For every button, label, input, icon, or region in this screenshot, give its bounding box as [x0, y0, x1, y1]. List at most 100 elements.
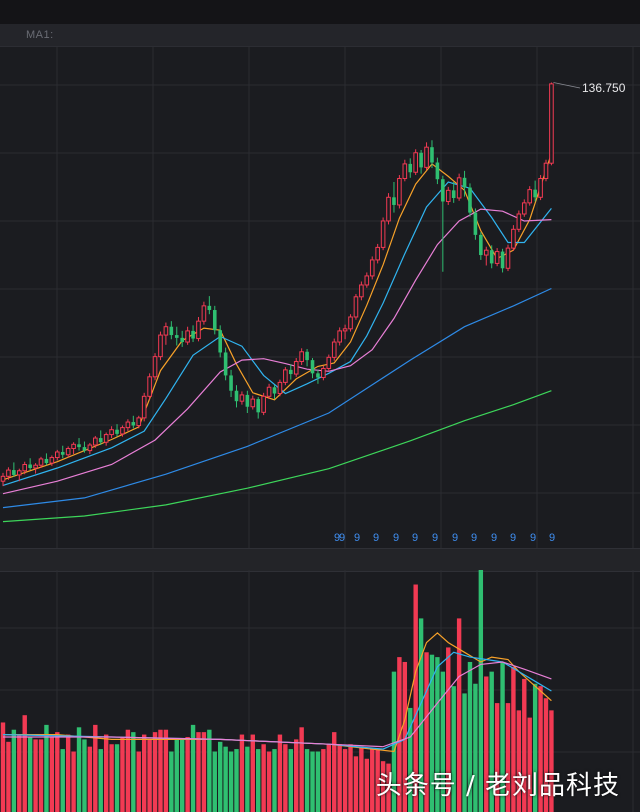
candle — [468, 183, 472, 216]
volume-bar — [50, 737, 54, 812]
candle-body-down — [479, 235, 483, 255]
candle — [408, 158, 412, 177]
volume-bar — [348, 744, 352, 812]
candle — [517, 211, 521, 233]
volume-bar — [218, 742, 222, 812]
candle-body-down — [115, 430, 119, 434]
candle-body-up — [517, 214, 521, 229]
candle-body-up — [300, 352, 304, 362]
candle-body-up — [354, 297, 358, 317]
candle-body-up — [398, 179, 402, 205]
price-grid — [0, 47, 640, 548]
volume-bar — [223, 747, 227, 812]
candle-body-up — [322, 368, 326, 377]
candle — [495, 248, 499, 266]
candle-body-up — [137, 418, 141, 426]
candle-body-up — [446, 190, 450, 201]
marker-label: 9 — [393, 532, 399, 544]
candle-body-down — [452, 190, 456, 198]
top-bar — [0, 0, 640, 24]
candle-body-down — [501, 252, 505, 269]
marker-row: 99 9 9 9 9 9 9 9 9 9 9 9 — [334, 532, 555, 544]
candle-body-up — [343, 329, 347, 331]
candle-body-down — [392, 197, 396, 205]
volume-bar — [185, 737, 189, 812]
candle-body-up — [121, 428, 125, 434]
candle-body-up — [414, 153, 418, 172]
last-price-label: 136.750 — [582, 81, 626, 95]
candle-body-up — [278, 382, 282, 393]
candle — [365, 272, 369, 287]
candle — [327, 355, 331, 372]
panel-separator — [0, 548, 640, 572]
candle — [1, 473, 5, 486]
candle — [126, 419, 130, 431]
volume-bar — [354, 756, 358, 812]
candle-body-down — [256, 399, 260, 412]
candle — [45, 453, 49, 465]
candle-body-up — [294, 362, 298, 375]
candle — [294, 358, 298, 377]
candle — [544, 160, 548, 182]
volume-bar — [153, 732, 157, 812]
candle — [289, 364, 293, 379]
candle-body-down — [83, 447, 87, 450]
candle — [132, 416, 136, 429]
candle-body-up — [522, 203, 526, 214]
price-chart[interactable]: 99 9 9 9 9 9 9 9 9 9 9 9 136.750 — [0, 47, 640, 548]
candle-body-down — [180, 338, 184, 342]
ma-header-bar: MA1: — [0, 24, 640, 47]
candle — [484, 247, 488, 266]
candle-body-down — [441, 179, 445, 201]
candle-body-down — [170, 327, 174, 335]
volume-bar — [164, 730, 168, 812]
volume-bar — [104, 735, 108, 812]
volume-bar — [66, 735, 70, 812]
candle-body-down — [218, 330, 222, 352]
candle — [436, 158, 440, 184]
candle-body-up — [262, 396, 266, 412]
volume-bar — [131, 732, 135, 812]
volume-bar — [23, 715, 27, 812]
volume-bar — [158, 730, 162, 812]
candle-body-down — [61, 452, 65, 455]
candle-body-up — [186, 331, 190, 342]
candle — [446, 187, 450, 205]
candle — [104, 432, 108, 445]
candle — [72, 442, 76, 454]
volume-bar — [229, 752, 233, 812]
candle — [186, 327, 190, 345]
volume-bar — [12, 730, 16, 812]
volume-bar — [267, 752, 271, 812]
volume-bar — [39, 739, 43, 812]
volume-bar — [126, 730, 130, 812]
candle — [148, 373, 152, 399]
candle — [278, 380, 282, 397]
volume-bar — [316, 752, 320, 812]
candle-body-up — [528, 190, 532, 203]
candle — [338, 327, 342, 345]
candle — [490, 245, 494, 268]
volume-bar — [55, 732, 59, 812]
volume-bar — [278, 735, 282, 812]
candle-body-up — [39, 459, 43, 465]
last-price-callout: 136.750 — [553, 81, 625, 95]
candle — [457, 174, 461, 201]
candle-body-up — [56, 452, 60, 458]
candle-body-up — [338, 331, 342, 342]
candle-body-up — [94, 438, 98, 445]
candle-body-down — [289, 370, 293, 374]
candle-body-up — [164, 327, 168, 335]
candle — [332, 339, 336, 361]
candle-body-up — [142, 396, 146, 418]
candle-body-down — [463, 178, 467, 188]
volume-bar — [207, 730, 211, 812]
candle-body-down — [311, 360, 315, 373]
volume-bar — [169, 752, 173, 812]
candle — [539, 175, 543, 200]
candle-body-up — [1, 476, 5, 481]
volume-bar — [272, 749, 276, 812]
candle — [550, 82, 554, 165]
candle-body-up — [153, 357, 157, 377]
volume-bar — [17, 735, 21, 812]
